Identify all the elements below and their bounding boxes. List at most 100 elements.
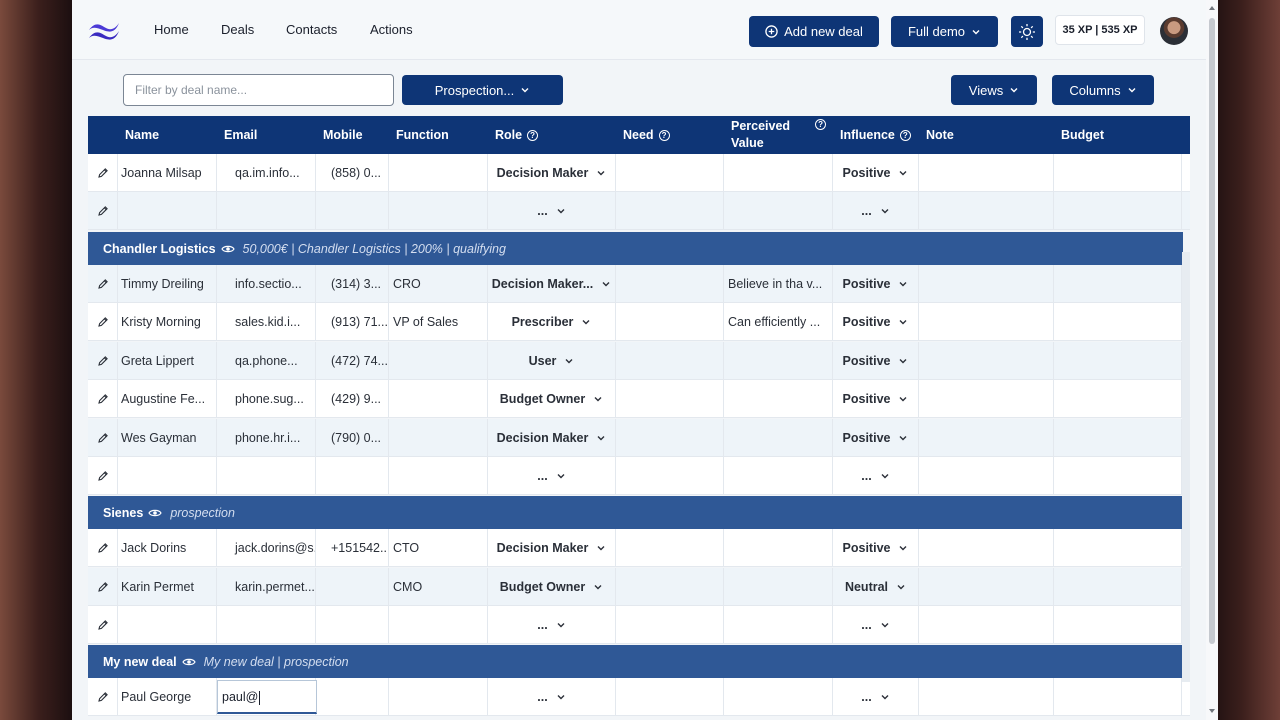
cell-budget[interactable]: [1054, 567, 1182, 606]
cell-note[interactable]: [919, 567, 1054, 606]
edit-row-button[interactable]: [88, 303, 118, 342]
cell-budget[interactable]: [1054, 606, 1182, 644]
cell-function[interactable]: CTO: [389, 529, 488, 567]
cell-budget[interactable]: [1054, 341, 1182, 380]
cell-name[interactable]: Greta Lippert: [118, 341, 217, 380]
cell-note[interactable]: [919, 606, 1054, 644]
edit-row-button[interactable]: [88, 154, 118, 192]
help-icon[interactable]: ?: [815, 119, 827, 130]
role-select[interactable]: ...: [537, 204, 565, 218]
table-row[interactable]: Karin Permet karin.permet... CMO Budget Own…: [88, 567, 1190, 606]
cell-function[interactable]: CMO: [389, 567, 488, 606]
col-email[interactable]: Email: [224, 128, 258, 142]
cell-influence[interactable]: Positive: [833, 341, 919, 380]
cell-role[interactable]: Budget Owner: [488, 567, 616, 606]
cell-budget[interactable]: [1054, 303, 1182, 342]
role-select[interactable]: Decision Maker: [497, 166, 607, 180]
role-select[interactable]: ...: [537, 690, 565, 704]
cell-email[interactable]: qa.phone...: [217, 341, 316, 380]
cell-mobile[interactable]: [316, 678, 389, 716]
cell-value[interactable]: [724, 154, 833, 192]
cell-role[interactable]: ...: [488, 457, 616, 495]
edit-row-button[interactable]: [88, 192, 118, 230]
influence-select[interactable]: Positive: [843, 166, 909, 180]
cell-mobile[interactable]: (913) 71...: [316, 303, 389, 342]
cell-budget[interactable]: [1054, 678, 1182, 716]
edit-row-button[interactable]: [88, 265, 118, 303]
col-need[interactable]: Need?: [623, 116, 670, 154]
cell-value[interactable]: Believe in tha v...: [724, 265, 833, 303]
cell-note[interactable]: [919, 341, 1054, 380]
cell-function[interactable]: [389, 678, 488, 716]
col-perceived-value[interactable]: Perceived Value ?: [731, 116, 827, 154]
cell-value[interactable]: [724, 606, 833, 644]
cell-role[interactable]: ...: [488, 192, 616, 230]
cell-name[interactable]: Paul George: [118, 678, 217, 716]
cell-name[interactable]: Timmy Dreiling: [118, 265, 217, 303]
cell-email[interactable]: [217, 192, 316, 230]
scroll-up-icon[interactable]: [1208, 4, 1216, 12]
cell-mobile[interactable]: (314) 3...: [316, 265, 389, 303]
cell-influence[interactable]: Positive: [833, 380, 919, 419]
cell-name[interactable]: Joanna Milsap: [118, 154, 217, 192]
cell-influence[interactable]: ...: [833, 192, 919, 230]
cell-value[interactable]: [724, 192, 833, 230]
help-icon[interactable]: ?: [899, 129, 911, 141]
cell-email[interactable]: jack.dorins@s...: [217, 529, 316, 567]
cell-email[interactable]: sales.kid.i...: [217, 303, 316, 342]
cell-function[interactable]: [389, 341, 488, 380]
full-demo-dropdown[interactable]: Full demo: [891, 16, 998, 47]
cell-need[interactable]: [616, 457, 724, 495]
stage-filter-dropdown[interactable]: Prospection...: [402, 75, 563, 105]
cell-need[interactable]: [616, 154, 724, 192]
cell-role[interactable]: Decision Maker: [488, 529, 616, 567]
role-select[interactable]: ...: [537, 469, 565, 483]
cell-influence[interactable]: Positive: [833, 418, 919, 457]
cell-note[interactable]: [919, 192, 1054, 230]
col-budget[interactable]: Budget: [1061, 128, 1105, 142]
cell-influence[interactable]: Positive: [833, 265, 919, 303]
deal-filter-input[interactable]: Filter by deal name...: [123, 74, 394, 106]
eye-icon[interactable]: [148, 508, 163, 518]
role-select[interactable]: Decision Maker...: [492, 277, 611, 291]
deal-name[interactable]: Chandler Logistics: [103, 241, 216, 256]
edit-row-button[interactable]: [88, 341, 118, 380]
edit-row-button[interactable]: [88, 418, 118, 457]
cell-influence[interactable]: ...: [833, 678, 919, 716]
cell-value[interactable]: [724, 341, 833, 380]
cell-role[interactable]: Decision Maker: [488, 154, 616, 192]
add-new-deal-button[interactable]: Add new deal: [749, 16, 879, 47]
cell-mobile[interactable]: [316, 457, 389, 495]
role-select[interactable]: ...: [537, 618, 565, 632]
table-row[interactable]: Timmy Dreiling info.sectio... (314) 3... CR…: [88, 265, 1190, 303]
nav-actions[interactable]: Actions: [370, 22, 413, 37]
cell-function[interactable]: [389, 154, 488, 192]
cell-need[interactable]: [616, 529, 724, 567]
cell-role[interactable]: Decision Maker...: [488, 265, 616, 303]
cell-mobile[interactable]: (790) 0...: [316, 418, 389, 457]
cell-need[interactable]: [616, 567, 724, 606]
cell-email[interactable]: [217, 457, 316, 495]
cell-budget[interactable]: [1054, 529, 1182, 567]
deal-name[interactable]: Sienes: [103, 505, 144, 520]
cell-budget[interactable]: [1054, 265, 1182, 303]
cell-name[interactable]: Augustine Fe...: [118, 380, 217, 419]
cell-name[interactable]: [118, 192, 217, 230]
influence-select[interactable]: Positive: [843, 277, 909, 291]
cell-mobile[interactable]: (858) 0...: [316, 154, 389, 192]
influence-select[interactable]: Positive: [843, 315, 909, 329]
influence-select[interactable]: Positive: [843, 354, 909, 368]
page-scrollbar-thumb[interactable]: [1209, 18, 1215, 644]
influence-select[interactable]: ...: [861, 618, 889, 632]
cell-budget[interactable]: [1054, 154, 1182, 192]
cell-role[interactable]: Budget Owner: [488, 380, 616, 419]
cell-function[interactable]: CRO: [389, 265, 488, 303]
influence-select[interactable]: ...: [861, 690, 889, 704]
cell-note[interactable]: [919, 265, 1054, 303]
influence-select[interactable]: Positive: [843, 541, 909, 555]
cell-mobile[interactable]: +151542...: [316, 529, 389, 567]
role-select[interactable]: Budget Owner: [500, 392, 603, 406]
influence-select[interactable]: Neutral: [845, 580, 906, 594]
cell-email[interactable]: [217, 606, 316, 644]
cell-influence[interactable]: Positive: [833, 303, 919, 342]
